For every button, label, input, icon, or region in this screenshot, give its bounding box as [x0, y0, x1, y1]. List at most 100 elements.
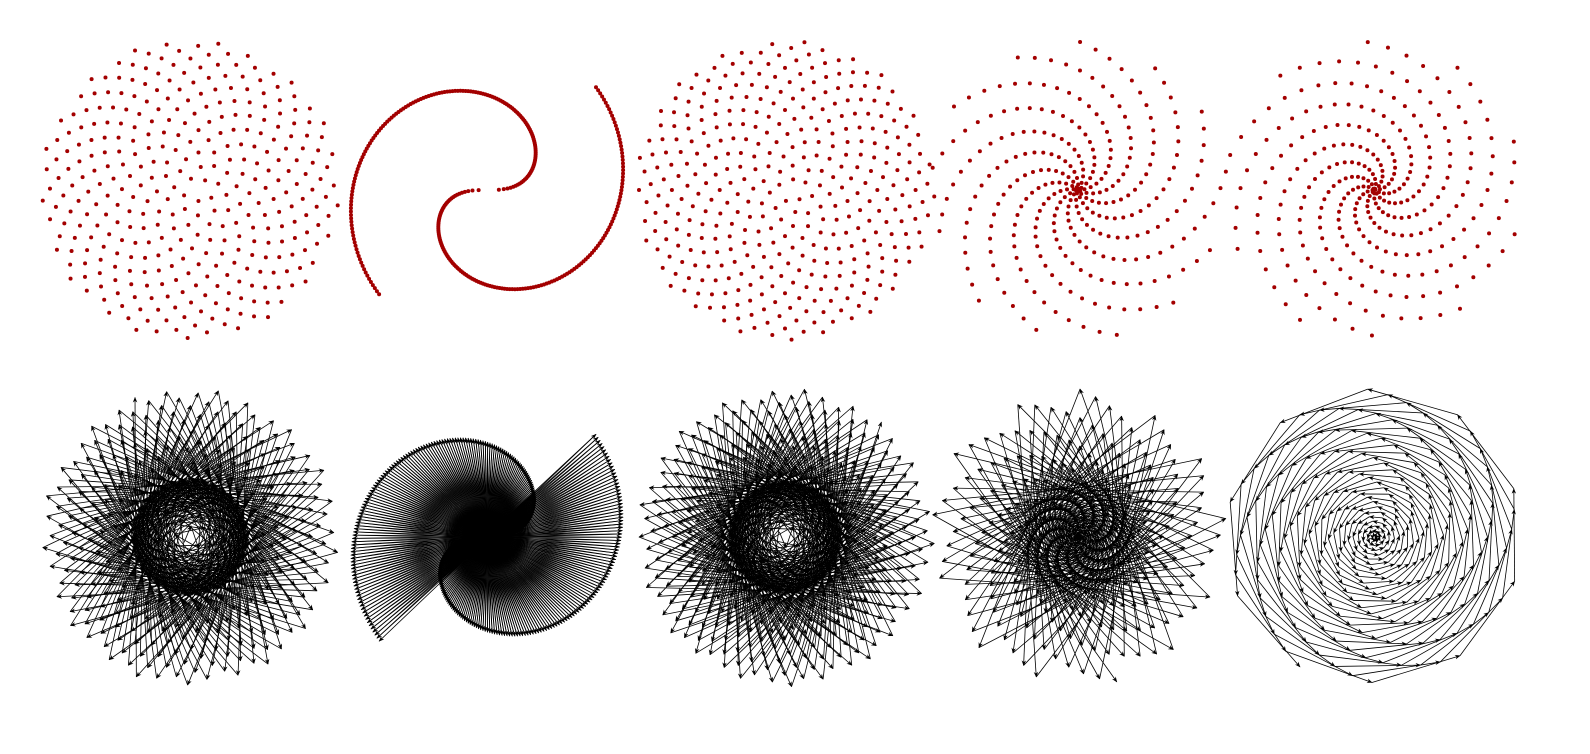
spiral-arrow [1359, 544, 1368, 554]
spiral-dot [672, 124, 677, 129]
spiral-dot [844, 126, 849, 131]
spiral-dot [1059, 137, 1064, 142]
spiral-dot [1440, 244, 1445, 249]
spiral-dot [1322, 146, 1327, 151]
spiral-dot [800, 235, 805, 240]
spiral-dot [812, 320, 817, 325]
spiral-arrow [1253, 409, 1320, 469]
spiral-dot [825, 261, 830, 265]
spiral-dot [656, 193, 661, 198]
spiral-arrow [1379, 564, 1403, 576]
spiral-dot [130, 62, 135, 67]
spiral-dot [263, 104, 268, 109]
spiral-dot [773, 206, 778, 211]
spiral-dot [1313, 269, 1318, 274]
spiral-dot [168, 247, 173, 252]
spiral-arrow [70, 551, 338, 627]
spiral-arrow [1323, 473, 1360, 496]
spiral-dot [212, 208, 217, 213]
spiral-arrow [1353, 598, 1397, 604]
spiral-dot [927, 162, 932, 167]
spiral-dot [1133, 187, 1137, 192]
spiral-dot [1475, 244, 1480, 249]
spiral-arrow [1352, 660, 1441, 677]
spiral-dot [199, 309, 204, 314]
spiral-dot [1255, 212, 1260, 217]
spiral-dot [196, 150, 201, 155]
spiral-dot [878, 242, 883, 247]
spiral-dot [663, 150, 668, 155]
spiral-dot [206, 138, 211, 143]
spiral-dot [1004, 159, 1009, 164]
spiral-dot [1363, 308, 1368, 313]
spiral-arrow [84, 411, 219, 611]
spiral-dot [1161, 187, 1166, 192]
spiral-dot [1416, 189, 1421, 194]
spiral-dot [783, 65, 787, 70]
spiral-dot [1465, 180, 1470, 185]
spiral-dot [325, 165, 330, 170]
spiral-arrow [1364, 510, 1381, 516]
spiral-dot [802, 40, 807, 45]
spiral-arrow [67, 480, 308, 499]
spiral-arrow [173, 496, 178, 576]
spiral-dot [1088, 273, 1093, 278]
spiral-arrow [211, 427, 261, 667]
spiral-dot [79, 125, 84, 130]
spiral-arrow [1388, 538, 1395, 550]
spiral-arrow [1278, 429, 1336, 476]
spiral-arrow [214, 436, 241, 630]
spiral-dot [1064, 62, 1069, 67]
spiral-dot [56, 176, 61, 181]
spiral-dot [831, 232, 836, 237]
spiral-dot [865, 277, 870, 282]
spiral-dot [1078, 267, 1083, 272]
spiral-dot [696, 291, 701, 296]
spiral-dot [1234, 205, 1239, 210]
spiral-dot [667, 254, 672, 259]
spiral-dot [246, 213, 251, 217]
spiral-dot [212, 150, 217, 155]
spiral-dot [988, 249, 993, 254]
spiral-dot [852, 270, 857, 275]
spiral-dot [1071, 192, 1076, 197]
spiral-dot [856, 303, 861, 308]
spiral-arrow [57, 481, 323, 488]
spiral-dot [1512, 232, 1517, 237]
spiral-dot [708, 305, 713, 310]
spiral-dot [365, 273, 370, 278]
spiral-dot [1500, 249, 1505, 254]
spiral-dot [1077, 68, 1082, 73]
dot-spiral-2 [348, 85, 626, 297]
spiral-dot [849, 283, 854, 288]
spiral-dot [1065, 187, 1070, 192]
spiral-arrow [153, 508, 238, 534]
spiral-dot [1081, 167, 1086, 172]
spiral-arrow [1489, 484, 1500, 566]
spiral-dot [128, 225, 133, 229]
spiral-dot [919, 244, 924, 249]
spiral-dot [1383, 229, 1388, 234]
spiral-dot [738, 329, 743, 334]
spiral-dot [1111, 256, 1116, 261]
spiral-dot [1346, 191, 1351, 196]
spiral-dot [89, 138, 94, 142]
spiral-dot [349, 202, 354, 207]
spiral-dot [97, 182, 102, 187]
spiral-dot [725, 166, 730, 171]
spiral-dot [714, 98, 719, 103]
spiral-dot [111, 105, 116, 110]
spiral-dot [204, 251, 209, 256]
spiral-dot [137, 111, 142, 116]
spiral-arrow [1357, 525, 1364, 535]
spiral-arrow [193, 429, 261, 620]
spiral-dot [742, 240, 747, 245]
spiral-dot [1381, 191, 1386, 196]
spiral-dot [277, 98, 282, 103]
spiral-dot [79, 94, 84, 99]
spiral-dot [115, 291, 120, 296]
spiral-arrow [785, 525, 794, 548]
spiral-dot [739, 50, 744, 55]
spiral-dot [748, 298, 753, 303]
spiral-dot [1082, 187, 1087, 192]
